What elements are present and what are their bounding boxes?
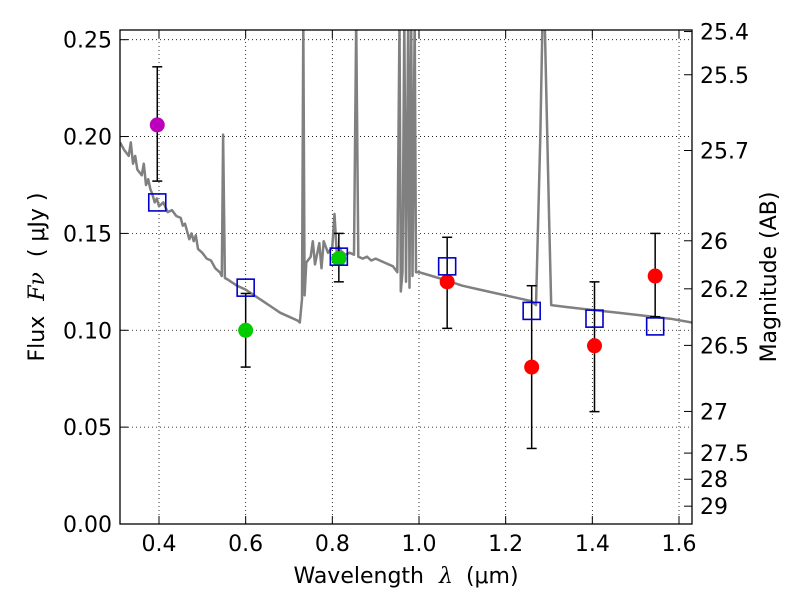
x-tick-label: 1.4 bbox=[575, 532, 610, 557]
model-band-markers-group bbox=[147, 193, 665, 336]
observed-point bbox=[587, 338, 602, 354]
y2-tick-label: 26.5 bbox=[700, 334, 749, 359]
x-tick-label: 0.4 bbox=[142, 532, 177, 557]
model-spectrum-line bbox=[120, 30, 692, 324]
model-band-marker bbox=[585, 309, 604, 328]
y2-tick-label: 27.5 bbox=[700, 442, 749, 467]
y2-tick-label: 27 bbox=[700, 400, 728, 425]
x-tick-label: 1.0 bbox=[402, 532, 437, 557]
y-tick-label: 0.00 bbox=[63, 513, 112, 538]
y2-tick-label: 25.7 bbox=[700, 139, 749, 164]
observed-point bbox=[439, 274, 455, 290]
model-band-marker bbox=[437, 257, 457, 276]
y-tick-label: 0.05 bbox=[63, 416, 112, 441]
y-axis-title: Flux Fν ( μJy ) bbox=[25, 192, 50, 361]
y-axis-title-unit: ( μJy ) bbox=[25, 192, 50, 257]
y-tick-label: 0.10 bbox=[63, 319, 112, 344]
model-band-marker bbox=[236, 278, 255, 297]
x-tick-label: 0.6 bbox=[228, 532, 263, 557]
model-band-marker bbox=[522, 301, 541, 321]
y-axis-title-prefix: Flux bbox=[25, 316, 50, 362]
observed-point bbox=[524, 359, 540, 375]
model-band-marker bbox=[645, 317, 665, 336]
observed-point bbox=[149, 117, 165, 133]
observed-point bbox=[331, 251, 347, 267]
right-axis-title: Magnitude (AB) bbox=[757, 192, 782, 363]
x-axis-title: Wavelength λ (μm) bbox=[293, 564, 518, 589]
x-axis-title-symbol: λ bbox=[438, 564, 453, 589]
y2-tick-label: 25.5 bbox=[700, 64, 749, 89]
model-spectrum-group bbox=[120, 30, 692, 324]
x-tick-label: 0.8 bbox=[315, 532, 350, 557]
y-axis-title-symbol: Fν bbox=[25, 272, 50, 302]
y2-tick-label: 26.2 bbox=[700, 278, 749, 303]
observed-point bbox=[647, 268, 663, 284]
observed-points-group bbox=[149, 117, 663, 375]
model-band-marker bbox=[147, 193, 167, 212]
observed-point bbox=[238, 322, 254, 338]
x-axis-title-unit: (μm) bbox=[466, 564, 519, 589]
axis-ticks: 0.4 0.6 0.8 1.0 1.2 1.4 1.6 0.00 0.05 0.10 0.15 0.2… bbox=[63, 21, 749, 557]
x-tick-label: 1.2 bbox=[488, 532, 523, 557]
y2-tick-label: 26 bbox=[700, 230, 728, 255]
plot-frame bbox=[119, 29, 693, 525]
model-band-marker bbox=[329, 247, 349, 266]
y-tick-label: 0.15 bbox=[63, 222, 112, 247]
x-tick-label: 1.6 bbox=[662, 532, 697, 557]
y-tick-label: 0.25 bbox=[63, 29, 112, 54]
y2-tick-label: 29 bbox=[700, 495, 728, 520]
y-tick-label: 0.20 bbox=[63, 126, 112, 151]
x-axis-title-prefix: Wavelength bbox=[293, 564, 424, 589]
y2-tick-label: 28 bbox=[700, 468, 728, 493]
y2-tick-label: 25.4 bbox=[700, 21, 749, 46]
